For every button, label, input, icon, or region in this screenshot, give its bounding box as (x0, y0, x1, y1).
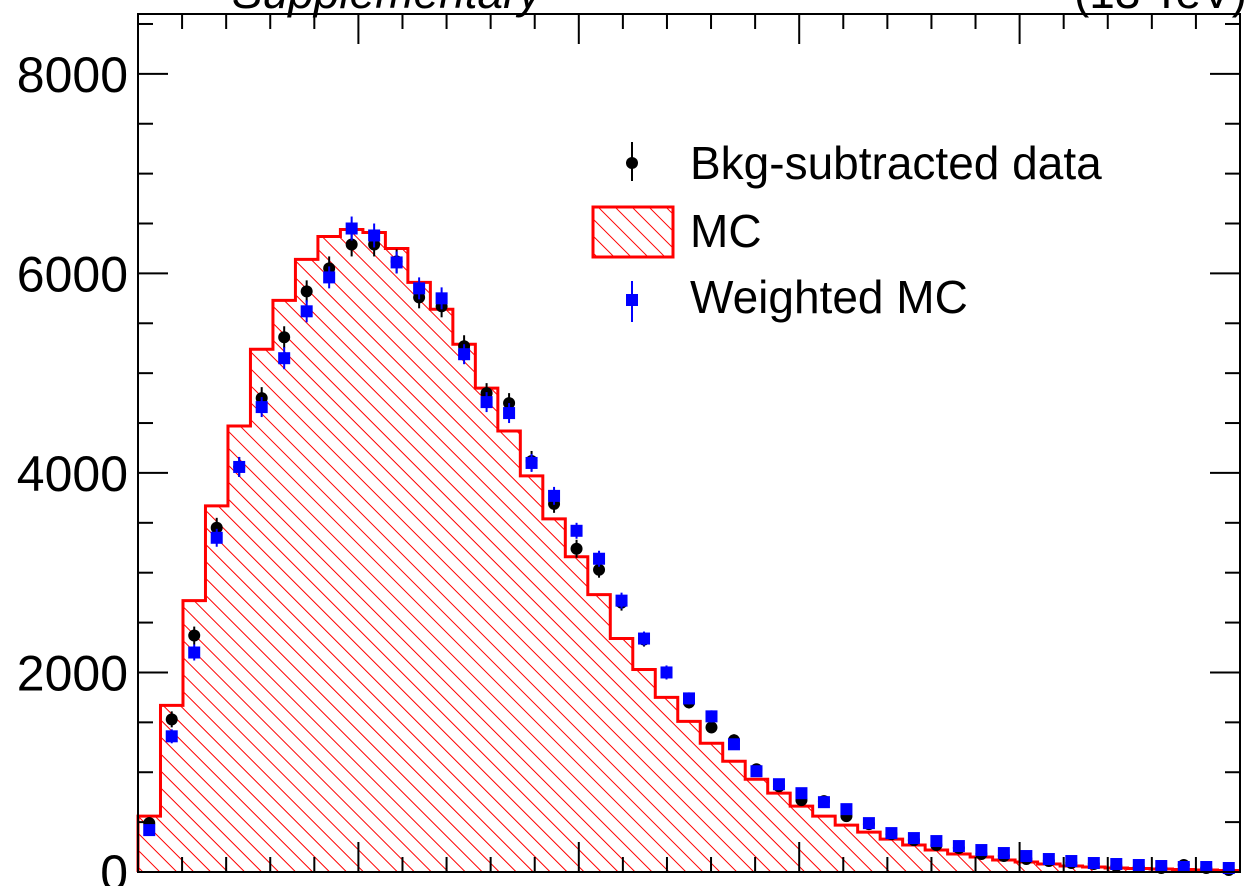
weighted-mc-point (997, 847, 1010, 860)
weighted-mc-point (390, 256, 403, 269)
y-tick-labels: 0 2000 4000 6000 8000 (17, 47, 128, 886)
legend-weighted-marker (626, 294, 638, 306)
weighted-mc-point (907, 832, 920, 845)
legend-data-marker (626, 157, 638, 169)
legend-label-mc: MC (690, 205, 762, 257)
legend: Bkg-subtracted data MC Weighted MC (591, 137, 1102, 323)
weighted-mc-point (1200, 861, 1213, 874)
weighted-mc-point (525, 456, 538, 469)
y-tick-label: 6000 (17, 246, 128, 302)
weighted-mc-point (615, 594, 628, 607)
weighted-mc-point (480, 396, 493, 409)
weighted-mc-point (795, 787, 808, 800)
weighted-mc-point (1065, 855, 1078, 868)
y-tick-label: 0 (100, 845, 128, 886)
data-points-layer (143, 216, 1235, 877)
y-tick-label: 4000 (17, 446, 128, 502)
weighted-mc-point (930, 835, 943, 848)
y-tick-label: 2000 (17, 645, 128, 701)
weighted-mc-point (1110, 858, 1123, 871)
weighted-mc-point (772, 778, 785, 791)
legend-entry-mc: MC (591, 205, 762, 259)
mc-histogram-layer (136, 228, 1240, 872)
weighted-mc-point (255, 401, 268, 414)
legend-label-weighted-mc: Weighted MC (690, 271, 968, 323)
legend-label-data: Bkg-subtracted data (690, 137, 1102, 189)
data-point (345, 238, 358, 251)
weighted-mc-point (638, 632, 651, 645)
data-point (210, 521, 223, 534)
weighted-mc-point (840, 803, 853, 816)
weighted-mc-point (548, 489, 561, 502)
weighted-mc-point (885, 827, 898, 840)
weighted-mc-point (323, 271, 336, 284)
weighted-mc-point (1177, 861, 1190, 874)
weighted-mc-point (210, 531, 223, 544)
weighted-mc-point (143, 824, 156, 837)
weighted-mc-point (165, 730, 178, 743)
weighted-mc-point (750, 765, 763, 778)
weighted-mc-point (975, 844, 988, 857)
weighted-mc-point (1020, 850, 1033, 863)
weighted-mc-point (503, 407, 516, 420)
data-point (705, 721, 718, 734)
weighted-mc-point (727, 738, 740, 751)
weighted-mc-point (1155, 860, 1168, 873)
y-tick-label: 8000 (17, 47, 128, 103)
weighted-mc-point (188, 646, 201, 659)
weighted-mc-point (570, 524, 583, 537)
weighted-mc-point (368, 229, 381, 242)
weighted-mc-point (278, 352, 291, 365)
mc-hatched-fill (138, 229, 1240, 872)
weighted-mc-point (1087, 857, 1100, 870)
weighted-mc-point (817, 796, 830, 809)
weighted-mc-point (593, 552, 606, 565)
top-label-right: (13 TeV) (1074, 0, 1247, 18)
weighted-mc-point (1132, 859, 1145, 872)
weighted-mc-point (705, 710, 718, 723)
legend-entry-data: Bkg-subtracted data (626, 137, 1102, 189)
top-label-left: Supplementary (232, 0, 544, 18)
legend-mc-swatch (591, 205, 675, 259)
weighted-mc-point (413, 282, 426, 295)
weighted-mc-point (458, 348, 471, 361)
plot-frame (137, 13, 1241, 873)
weighted-mc-point (1042, 853, 1055, 866)
weighted-mc-point (660, 666, 673, 679)
weighted-mc-point (952, 840, 965, 853)
data-point (278, 331, 291, 344)
data-point (593, 563, 606, 576)
weighted-mc-point (345, 222, 358, 235)
weighted-mc-point (300, 305, 313, 318)
weighted-mc-point (435, 292, 448, 305)
legend-entry-weighted-mc: Weighted MC (626, 271, 968, 323)
data-point (570, 542, 583, 555)
data-point (188, 629, 201, 642)
data-point (300, 285, 313, 298)
weighted-mc-point (233, 460, 246, 473)
weighted-mc-point (683, 692, 695, 705)
data-point (165, 713, 178, 726)
weighted-mc-point (862, 817, 875, 830)
